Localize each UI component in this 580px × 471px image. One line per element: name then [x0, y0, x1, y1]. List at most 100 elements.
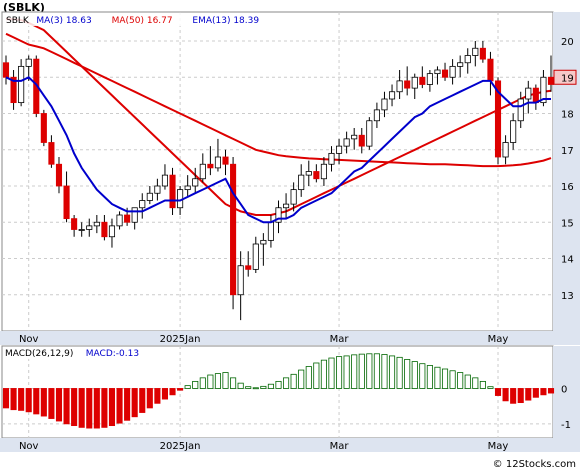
candle-body — [351, 134, 358, 140]
macd-bar — [449, 370, 456, 389]
macd-bar — [532, 388, 539, 398]
candle-body — [252, 243, 259, 270]
candle-body — [139, 200, 146, 209]
macd-bar — [381, 354, 388, 389]
macd-bar — [124, 388, 131, 421]
macd-bar — [199, 377, 206, 389]
macd-bar — [404, 359, 411, 389]
macd-bar — [55, 388, 63, 422]
candle-body — [48, 142, 55, 165]
macd-bar — [464, 374, 471, 389]
macd-bar — [131, 388, 138, 418]
macd-bar — [283, 377, 290, 389]
price-date-band — [0, 331, 580, 345]
candle-body — [320, 163, 327, 180]
macd-bar — [487, 386, 494, 389]
macd-bar — [336, 356, 343, 389]
candle-body — [154, 185, 161, 194]
macd-bar — [419, 363, 426, 389]
macd-bar — [78, 388, 85, 428]
macd-bar — [373, 353, 380, 389]
chart-title: (SBLK) — [3, 1, 45, 14]
candle-body — [78, 229, 85, 231]
date-tick-label: Mar — [330, 334, 350, 345]
candle-body — [146, 192, 153, 201]
macd-bar — [252, 387, 259, 390]
macd-date-tick-label: 2025Jan — [160, 441, 201, 452]
macd-bar — [86, 388, 93, 429]
macd-bar — [101, 388, 108, 428]
candle-body — [214, 156, 221, 169]
macd-tick-label: 0 — [561, 384, 567, 395]
macd-bar — [184, 385, 191, 389]
last-price-label: 19 — [561, 73, 574, 84]
date-tick-label: 2025Jan — [160, 334, 201, 345]
macd-bar — [25, 388, 32, 413]
price-tick-label: 16 — [561, 182, 574, 193]
candle-body — [184, 185, 191, 191]
macd-bar — [517, 388, 524, 404]
candle-body — [207, 163, 214, 169]
candle-body — [298, 174, 305, 191]
candle-body — [449, 65, 456, 78]
legend-entry: MA(3) 18.63 — [36, 16, 91, 26]
macd-bar — [63, 388, 70, 425]
macd-bar — [230, 377, 237, 389]
candle-body — [267, 221, 274, 241]
candle-body — [366, 120, 373, 147]
candle-body — [25, 58, 32, 67]
ma50-line — [5, 32, 552, 168]
price-tick-label: 15 — [561, 218, 574, 229]
macd-bar — [146, 388, 153, 409]
macd-bar — [472, 377, 479, 389]
macd-bar — [275, 380, 282, 389]
candle-body — [525, 87, 532, 100]
candle-body — [441, 69, 449, 78]
candle-body — [373, 109, 380, 122]
candle-body — [230, 163, 237, 296]
macd-bar — [260, 385, 267, 389]
candle-body — [18, 65, 25, 104]
date-tick-label: Nov — [19, 334, 39, 345]
macd-bar — [222, 372, 229, 389]
macd-bar — [192, 380, 199, 389]
macd-bar — [540, 388, 547, 396]
macd-bar — [93, 388, 100, 429]
candle-body — [457, 62, 464, 67]
candle-body — [328, 152, 335, 165]
macd-bar — [434, 366, 441, 389]
candle-body — [502, 142, 509, 158]
macd-legend-entry: MACD(26,12,9) — [5, 349, 73, 359]
macd-bar — [494, 388, 502, 396]
macd-bar — [116, 388, 123, 424]
macd-legend-entry: MACD:-0.13 — [86, 349, 139, 359]
candle-body — [71, 218, 78, 230]
macd-bar — [298, 369, 305, 389]
macd-bar — [502, 388, 509, 402]
candle-body — [131, 207, 138, 223]
candle-body — [388, 91, 396, 100]
candle-body — [434, 69, 441, 75]
price-tick-label: 14 — [561, 255, 574, 266]
candle-body — [290, 189, 297, 205]
candle-body — [313, 171, 320, 180]
candle-body — [222, 156, 229, 165]
macd-date-tick-label: Mar — [330, 441, 350, 452]
candle-body — [510, 120, 517, 143]
candle-body — [192, 178, 199, 187]
macd-bar — [40, 388, 47, 417]
price-panel: 1314151617181920Nov2025JanMarMayJulSepNo… — [0, 11, 580, 345]
macd-bar — [351, 354, 358, 389]
macd-bar — [366, 353, 373, 389]
macd-bar — [71, 388, 78, 427]
candle-body — [396, 80, 403, 93]
candle-body — [381, 98, 388, 111]
macd-tick-label: -1 — [561, 420, 571, 431]
candle-body — [40, 113, 47, 143]
candle-body — [547, 76, 555, 85]
macd-date-band — [0, 438, 580, 452]
macd-bar — [441, 368, 449, 389]
candle-body — [343, 138, 350, 147]
legend-entry: SBLK — [6, 16, 30, 26]
